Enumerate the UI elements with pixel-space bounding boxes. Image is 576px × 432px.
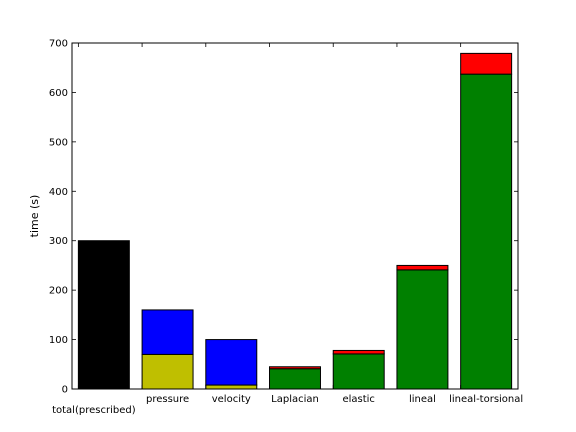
x-tick-label: total(prescribed) (52, 405, 136, 416)
bar-segment (396, 269, 449, 390)
y-tick-label: 600 (49, 88, 68, 99)
y-tick-label: 400 (49, 187, 68, 198)
y-tick-label: 300 (49, 236, 68, 247)
x-tick-label: lineal-torsional (449, 394, 523, 405)
bar-segment (205, 339, 258, 386)
x-tick-label: velocity (212, 394, 251, 405)
plot-frame (71, 42, 519, 390)
y-tick-label: 500 (49, 137, 68, 148)
x-tick-label: lineal (409, 394, 436, 405)
y-tick-label: 100 (49, 335, 68, 346)
bars-group (77, 52, 513, 390)
bar-segment (141, 353, 194, 390)
y-tick-label: 700 (49, 39, 68, 50)
bar-segment (205, 384, 258, 390)
x-axis-ticks: total(prescribed) pressure velocity Laplaci… (52, 43, 523, 416)
x-tick-label: Laplacian (271, 394, 319, 405)
bar-segment (332, 349, 385, 355)
x-tick-label: elastic (342, 394, 374, 405)
y-tick-label: 200 (49, 286, 68, 297)
bar-segment (269, 366, 321, 370)
bar-segment (396, 264, 449, 271)
y-tick-label: 0 (62, 385, 68, 396)
bar-segment (77, 240, 130, 390)
bar-segment (460, 73, 513, 390)
bar-segment (332, 353, 385, 390)
bar-segment (460, 52, 513, 75)
bar-segment (269, 368, 321, 390)
x-tick-label: pressure (146, 394, 189, 405)
y-axis-label: time (s) (28, 195, 41, 238)
bar-segment (141, 309, 194, 355)
y-axis-ticks: 0 100 200 300 400 500 600 700 (49, 39, 518, 396)
